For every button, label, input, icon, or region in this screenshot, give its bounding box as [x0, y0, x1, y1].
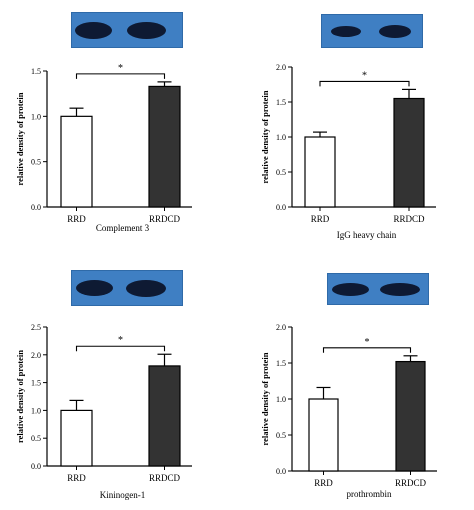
blot-band-1: [75, 21, 112, 39]
y-tick-label: 1.0: [276, 133, 286, 142]
y-tick-label: 1.0: [276, 395, 286, 404]
blot-band-1: [76, 280, 113, 296]
chart-panel-3: 0.0 0.5 1.0 1.5 2.0 2.5 relative density of pr…: [15, 323, 192, 500]
protein-name-label: IgG heavy chain: [337, 230, 397, 240]
y-tick-label: 1.5: [31, 379, 41, 388]
y-axis-label: relative density of protein: [15, 350, 25, 443]
y-tick-label: 0.5: [31, 434, 41, 443]
y-tick-label: 0.5: [276, 168, 286, 177]
western-blot-image-3: [71, 270, 183, 306]
y-tick-label: 0.0: [31, 203, 41, 212]
bar-rrd: [60, 115, 93, 208]
protein-name-label: Complement 3: [96, 223, 150, 233]
chart-panel-2: 0.0 0.5 1.0 1.5 2.0 relative density of prote…: [260, 63, 436, 240]
western-blot-image-1: [71, 12, 183, 48]
y-tick-label: 1.0: [31, 406, 41, 415]
y-axis-label: relative density of protein: [15, 92, 25, 185]
y-tick-label: 0.0: [31, 462, 41, 471]
y-tick-label: 2.0: [31, 351, 41, 360]
y-tick-label: 2.0: [276, 323, 286, 332]
bar-rrdcd: [395, 360, 426, 472]
blot-band-2: [127, 21, 166, 39]
protein-name-label: prothrombin: [347, 489, 392, 499]
x-category-label: RRDCD: [149, 214, 181, 224]
y-tick-label: 0.0: [276, 467, 286, 476]
y-tick-label: 0.5: [31, 158, 41, 167]
bar-rrdcd: [148, 365, 181, 467]
bar-rrdcd: [148, 85, 181, 208]
x-category-label: RRDCD: [395, 478, 427, 488]
significance-bracket: [322, 347, 412, 353]
x-category-label: RRD: [67, 214, 86, 224]
x-category-label: RRDCD: [149, 473, 181, 483]
x-category-label: RRD: [314, 478, 333, 488]
x-category-label: RRDCD: [393, 214, 425, 224]
y-tick-label: 0.5: [276, 431, 286, 440]
significance-bracket: [75, 345, 166, 352]
y-axis-label: relative density of protein: [260, 90, 270, 183]
y-tick-label: 1.0: [31, 112, 41, 121]
y-tick-label: 1.5: [276, 359, 286, 368]
western-blot-image-2: [321, 14, 423, 48]
western-blot-image-4: [327, 273, 429, 305]
x-category-label: RRD: [311, 214, 330, 224]
blot-band-1: [331, 25, 361, 37]
x-category-label: RRD: [67, 473, 86, 483]
bar-rrd: [60, 409, 93, 467]
chart-panel-1: 0.0 0.5 1.0 1.5 relative density of protein R…: [15, 63, 192, 233]
significance-bracket: [319, 80, 410, 87]
significance-star: *: [118, 335, 123, 346]
blot-band-1: [332, 282, 369, 296]
protein-name-label: Kininogen-1: [100, 490, 146, 500]
significance-bracket: [75, 73, 166, 79]
significance-star: *: [365, 337, 370, 348]
blot-band-2: [379, 24, 411, 38]
y-tick-label: 2.5: [31, 323, 41, 332]
y-tick-label: 1.5: [31, 67, 41, 76]
blot-band-2: [380, 282, 420, 296]
blot-band-2: [126, 279, 166, 297]
bar-rrd: [304, 136, 336, 208]
bar-rrdcd: [393, 97, 425, 208]
y-axis-label: relative density of protein: [260, 352, 270, 445]
y-tick-label: 2.0: [276, 63, 286, 72]
y-tick-label: 0.0: [276, 203, 286, 212]
bar-rrd: [308, 398, 339, 472]
chart-panel-4: 0.0 0.5 1.0 1.5 2.0 relative density of prote…: [260, 323, 437, 499]
significance-star: *: [118, 63, 123, 74]
significance-star: *: [362, 70, 367, 81]
y-tick-label: 1.5: [276, 98, 286, 107]
